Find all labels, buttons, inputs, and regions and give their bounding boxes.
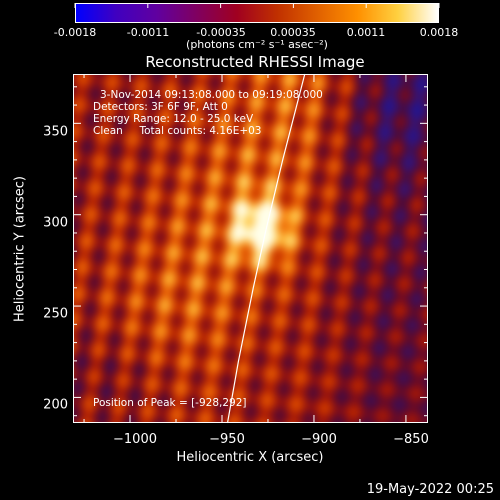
x-tick-label: −850 [393,432,429,447]
detectors-annotation: Detectors: 3F 6F 9F, Att 0 [93,101,228,113]
y-tick-label: 200 [43,397,68,413]
x-axis-label: Heliocentric X (arcsec) [176,450,324,465]
solar-limb-line [226,73,306,424]
date-stamp: 19-May-2022 00:25 [366,482,494,497]
time-range-annotation: 3-Nov-2014 09:13:08.000 to 09:19:08.000 [100,89,323,101]
colorbar-tick-label: -0.00035 [196,26,246,39]
colorbar-tick-label: -0.0011 [126,26,170,39]
x-tick-label: −950 [209,432,245,447]
heatmap-plot [73,74,428,423]
y-axis-label: Heliocentric Y (arcsec) [12,176,28,322]
colorbar-units: (photons cm⁻² s⁻¹ asec⁻²) [186,38,328,51]
clean-counts-annotation: Clean Total counts: 4.16E+03 [93,125,262,137]
y-tick-label: 300 [43,215,68,231]
colorbar-tick-label: 0.0011 [346,26,386,39]
y-tick-label: 350 [43,124,68,140]
colorbar [75,3,439,23]
colorbar-tick-label: -0.0018 [53,26,97,39]
chart-title: Reconstructed RHESSI Image [145,53,365,71]
x-tick-label: −1000 [113,432,157,447]
x-tick-label: −900 [301,432,337,447]
colorbar-tick-label: 0.0018 [419,26,459,39]
peak-position-annotation: Position of Peak = [-928,292] [93,397,247,409]
energy-range-annotation: Energy Range: 12.0 - 25.0 keV [93,113,254,125]
heatmap-image [74,75,427,422]
colorbar-tick-label: 0.00035 [270,26,316,39]
y-tick-label: 250 [43,306,68,322]
